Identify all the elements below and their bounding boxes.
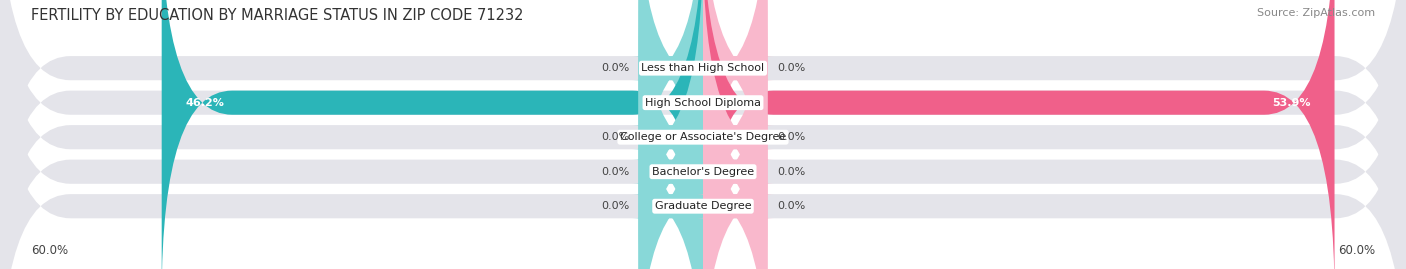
Text: 0.0%: 0.0% [778,201,806,211]
Text: 0.0%: 0.0% [778,132,806,142]
Text: 53.9%: 53.9% [1272,98,1312,108]
Text: 60.0%: 60.0% [1339,244,1375,257]
FancyBboxPatch shape [697,0,773,269]
Text: FERTILITY BY EDUCATION BY MARRIAGE STATUS IN ZIP CODE 71232: FERTILITY BY EDUCATION BY MARRIAGE STATU… [31,8,523,23]
FancyBboxPatch shape [697,0,773,263]
FancyBboxPatch shape [697,11,773,269]
Text: 46.2%: 46.2% [186,98,224,108]
Text: Source: ZipAtlas.com: Source: ZipAtlas.com [1257,8,1375,18]
Text: 0.0%: 0.0% [600,167,630,177]
Text: 0.0%: 0.0% [778,167,806,177]
FancyBboxPatch shape [703,0,1334,269]
Text: 0.0%: 0.0% [600,132,630,142]
Text: Graduate Degree: Graduate Degree [655,201,751,211]
Text: High School Diploma: High School Diploma [645,98,761,108]
FancyBboxPatch shape [0,0,1406,263]
FancyBboxPatch shape [633,11,709,269]
FancyBboxPatch shape [697,0,773,269]
FancyBboxPatch shape [633,0,709,269]
Text: College or Associate's Degree: College or Associate's Degree [620,132,786,142]
Text: Less than High School: Less than High School [641,63,765,73]
Text: 0.0%: 0.0% [778,63,806,73]
Text: Bachelor's Degree: Bachelor's Degree [652,167,754,177]
FancyBboxPatch shape [633,0,709,269]
FancyBboxPatch shape [162,0,703,269]
FancyBboxPatch shape [0,11,1406,269]
Text: 0.0%: 0.0% [600,63,630,73]
Text: 60.0%: 60.0% [31,244,67,257]
FancyBboxPatch shape [633,0,709,263]
Text: 0.0%: 0.0% [600,201,630,211]
